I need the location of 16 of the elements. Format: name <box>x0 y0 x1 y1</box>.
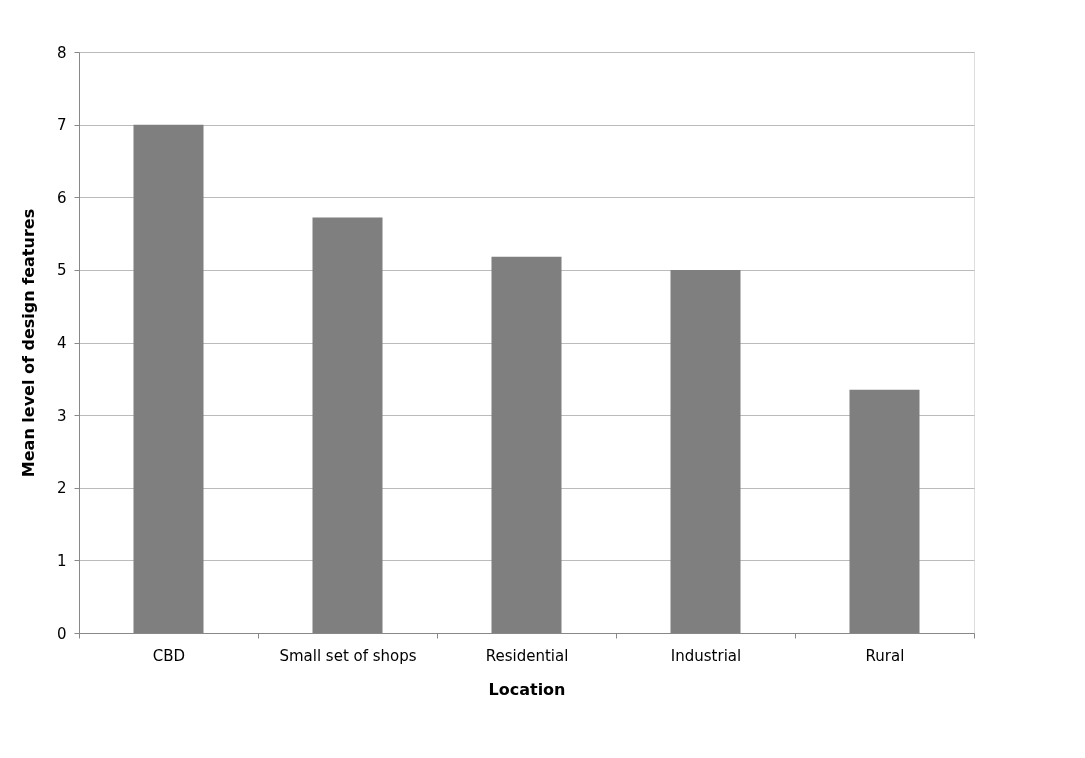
x-tick-label: Rural <box>865 646 905 665</box>
x-tick-label: Industrial <box>670 646 742 665</box>
y-tick-label: 5 <box>56 261 67 280</box>
y-tick-label: 0 <box>56 624 67 643</box>
y-tick-label: 7 <box>56 116 67 135</box>
x-tick-label: Small set of shops <box>279 646 417 665</box>
x-tick-label: Residential <box>485 646 569 665</box>
y-tick-label: 1 <box>56 551 67 570</box>
x-axis-title: Location <box>488 679 566 699</box>
y-tick-label: 3 <box>56 406 67 425</box>
y-tick-label: 4 <box>56 334 67 352</box>
x-tick-label: CBD <box>152 646 186 665</box>
y-tick-label: 8 <box>56 43 67 62</box>
y-axis-title: Mean level of design features <box>18 208 38 478</box>
y-tick-label: 6 <box>56 188 67 207</box>
y-tick-label: 2 <box>56 479 67 498</box>
